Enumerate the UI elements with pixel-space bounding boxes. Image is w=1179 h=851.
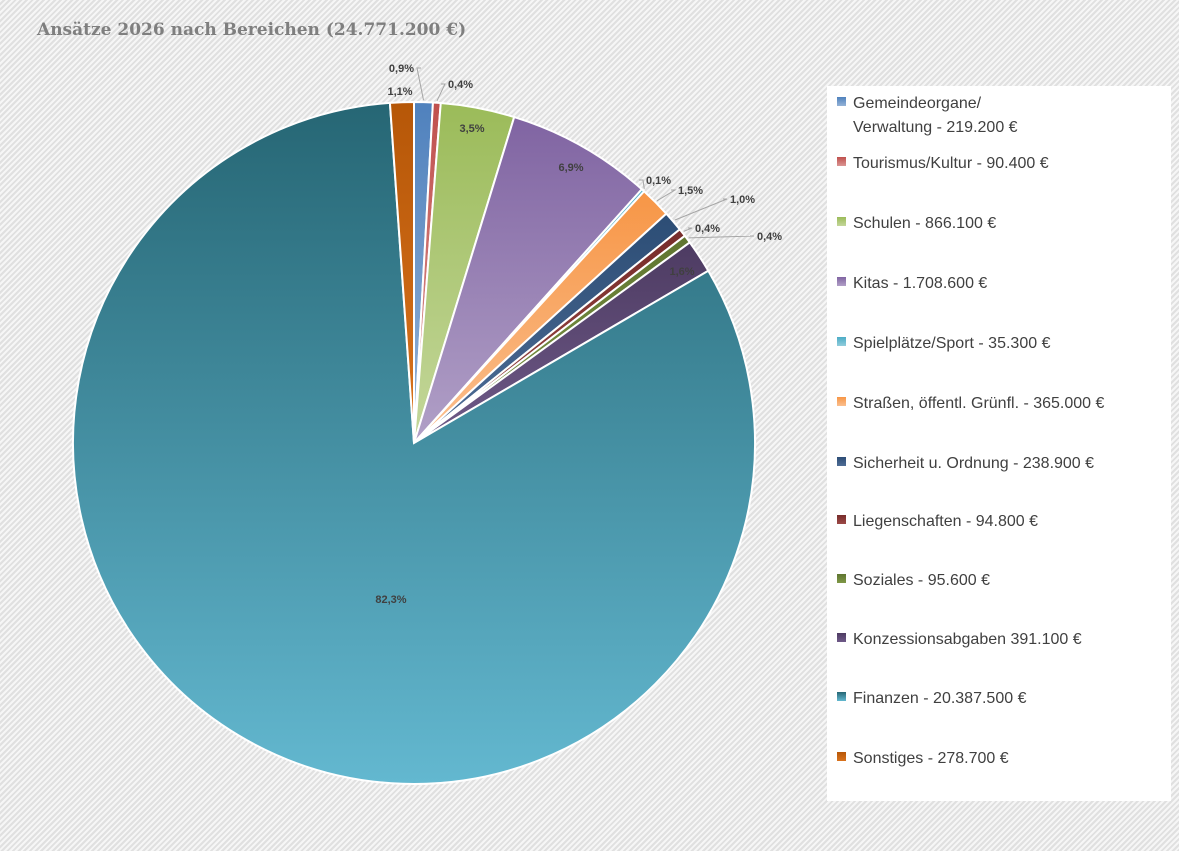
pie-slice [72, 101, 756, 785]
leader-line [674, 198, 728, 221]
legend-item: Finanzen - 20.387.500 € [837, 687, 1173, 711]
data-label: 0,9% [389, 63, 414, 75]
data-label: 1,6% [669, 266, 694, 278]
legend-item: Spielplätze/Sport - 35.300 € [837, 332, 1173, 356]
leader-line [656, 189, 677, 202]
data-label: 0,1% [646, 175, 671, 187]
legend-label: Finanzen - 20.387.500 € [853, 690, 1027, 707]
data-label: 0,4% [448, 79, 473, 91]
legend-swatch [837, 752, 846, 761]
leader-line [436, 83, 446, 102]
legend-label: Konzessionsabgaben 391.100 € [853, 631, 1082, 648]
legend-swatch [837, 515, 846, 524]
legend-item: Sonstiges - 278.700 € [837, 747, 1173, 771]
legend-label: Straßen, öffentl. Grünfl. - 365.000 € [853, 395, 1105, 412]
legend-item: Liegenschaften - 94.800 € [837, 510, 1173, 534]
legend-swatch [837, 633, 846, 642]
legend: Gemeindeorgane/ Verwaltung - 219.200 € To… [827, 86, 1171, 801]
legend-item: Kitas - 1.708.600 € [837, 272, 1173, 296]
legend-item: Schulen - 866.100 € [837, 212, 1173, 236]
legend-label: Sicherheit u. Ordnung - 238.900 € [853, 455, 1095, 472]
leader-line [683, 227, 693, 232]
legend-item: Tourismus/Kultur - 90.400 € [837, 152, 1173, 176]
data-label: 3,5% [459, 123, 484, 135]
legend-label: Gemeindeorgane/ Verwaltung - 219.200 € [853, 95, 1018, 136]
legend-swatch [837, 692, 846, 701]
legend-swatch [837, 277, 846, 286]
data-label: 0,4% [757, 231, 782, 243]
legend-item: Gemeindeorgane/ Verwaltung - 219.200 € [837, 92, 1173, 140]
data-label: 1,0% [730, 194, 755, 206]
legend-item: Konzessionsabgaben 391.100 € [837, 628, 1173, 652]
leader-line [639, 179, 645, 189]
legend-label: Sonstiges - 278.700 € [853, 750, 1009, 767]
legend-label: Schulen - 866.100 € [853, 215, 997, 232]
legend-swatch [837, 574, 846, 583]
legend-label: Spielplätze/Sport - 35.300 € [853, 335, 1051, 352]
legend-swatch [837, 217, 846, 226]
data-label: 1,5% [678, 185, 703, 197]
chart-title: Ansätze 2026 nach Bereichen (24.771.200 … [37, 20, 467, 40]
data-label: 6,9% [558, 162, 583, 174]
legend-swatch [837, 397, 846, 406]
legend-item: Soziales - 95.600 € [837, 569, 1173, 593]
legend-item: Sicherheit u. Ordnung - 238.900 € [837, 452, 1173, 476]
leader-line [688, 235, 755, 239]
legend-label: Tourismus/Kultur - 90.400 € [853, 155, 1049, 172]
pie-plot-area: 0,9% 0,4% 3,5% 6,9% 0,1% 1,5% 1,0% 0,4% 0,4% 1,6%… [72, 63, 782, 785]
data-label: 1,1% [387, 86, 412, 98]
pie-slice [413, 115, 644, 444]
leader-line [416, 67, 424, 101]
legend-swatch [837, 157, 846, 166]
pie-slice [388, 100, 415, 444]
legend-swatch [837, 97, 846, 106]
legend-item: Straßen, öffentl. Grünfl. - 365.000 € [837, 392, 1173, 416]
legend-swatch [837, 337, 846, 346]
data-label: 0,4% [695, 223, 720, 235]
legend-label: Soziales - 95.600 € [853, 572, 990, 589]
legend-label: Kitas - 1.708.600 € [853, 275, 988, 292]
data-label: 82,3% [375, 594, 406, 606]
legend-swatch [837, 457, 846, 466]
legend-label: Liegenschaften - 94.800 € [853, 513, 1039, 530]
